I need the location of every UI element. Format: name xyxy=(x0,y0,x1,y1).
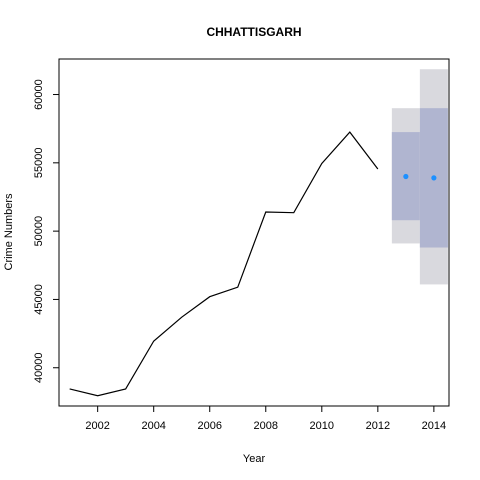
y-tick-label: 55000 xyxy=(33,148,45,179)
x-tick-label: 2002 xyxy=(85,420,109,432)
forecast-bands xyxy=(391,69,448,285)
series-line xyxy=(69,131,379,397)
y-tick-label: 60000 xyxy=(33,79,45,110)
x-tick-label: 2014 xyxy=(422,420,446,432)
y-tick-label: 40000 xyxy=(33,352,45,383)
y-tick-label: 50000 xyxy=(33,216,45,247)
x-tick-label: 2004 xyxy=(141,420,165,432)
forecast-points xyxy=(403,173,437,181)
x-tick-label: 2010 xyxy=(310,420,334,432)
forecast-point xyxy=(403,173,409,180)
x-axis: 2002 2004 2006 2008 2010 2012 2014 xyxy=(85,406,446,432)
x-tick-label: 2008 xyxy=(254,420,278,432)
series-group xyxy=(69,131,379,397)
forecast-point xyxy=(431,175,437,181)
x-tick-label: 2006 xyxy=(197,420,221,432)
y-axis: 40000 45000 50000 55000 60000 xyxy=(33,79,59,383)
x-axis-label: Year xyxy=(243,453,266,465)
y-tick-label: 45000 xyxy=(33,284,45,315)
y-axis-label: Crime Numbers xyxy=(3,193,15,271)
x-tick-label: 2012 xyxy=(366,420,390,432)
chart-title: CHHATTISGARH xyxy=(206,25,301,39)
plot-frame xyxy=(58,58,450,407)
